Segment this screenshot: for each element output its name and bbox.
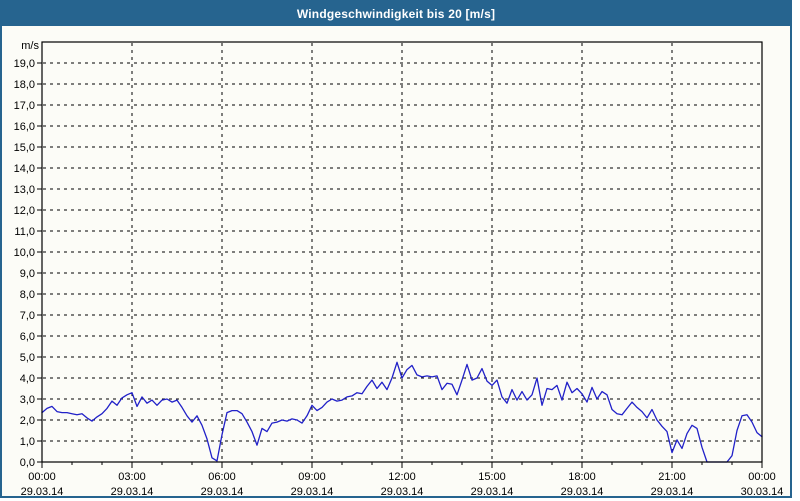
svg-text:29.03.14: 29.03.14 bbox=[651, 486, 694, 496]
svg-text:10,0: 10,0 bbox=[14, 247, 35, 259]
svg-text:17,0: 17,0 bbox=[14, 100, 35, 112]
wind-speed-line bbox=[41, 361, 763, 463]
svg-text:09:00: 09:00 bbox=[298, 471, 326, 483]
horizontal-gridlines bbox=[43, 62, 761, 442]
svg-text:18,0: 18,0 bbox=[14, 79, 35, 91]
y-axis-labels: 0,0 1,0 2,0 3,0 4,0 5,0 6,0 7,0 8,0 9,0 10,0 11,0 12… bbox=[14, 58, 35, 469]
svg-text:m/s: m/s bbox=[21, 40, 39, 52]
svg-text:14,0: 14,0 bbox=[14, 163, 35, 175]
svg-text:11,0: 11,0 bbox=[14, 226, 35, 238]
svg-text:29.03.14: 29.03.14 bbox=[201, 486, 244, 496]
svg-text:13,0: 13,0 bbox=[14, 184, 35, 196]
svg-text:00:00: 00:00 bbox=[28, 471, 56, 483]
svg-text:1,0: 1,0 bbox=[20, 436, 35, 448]
y-axis-ticks bbox=[37, 62, 42, 463]
x-axis-time-labels: 00:00 03:00 06:00 09:00 12:00 15:00 18:00 21:00… bbox=[28, 471, 776, 483]
svg-text:21:00: 21:00 bbox=[658, 471, 686, 483]
svg-text:00:00: 00:00 bbox=[748, 471, 776, 483]
chart-title: Windgeschwindigkeit bis 20 [m/s] bbox=[296, 7, 496, 21]
x-axis-ticks bbox=[41, 462, 763, 468]
svg-text:5,0: 5,0 bbox=[20, 352, 35, 364]
svg-text:0,0: 0,0 bbox=[20, 457, 35, 469]
svg-text:2,0: 2,0 bbox=[20, 415, 35, 427]
x-axis-date-labels: 29.03.14 29.03.14 29.03.14 29.03.14 29.03.14… bbox=[21, 486, 784, 498]
svg-text:15,0: 15,0 bbox=[14, 142, 35, 154]
svg-text:4,0: 4,0 bbox=[20, 373, 35, 385]
svg-text:29.03.14: 29.03.14 bbox=[21, 486, 64, 496]
svg-text:12,0: 12,0 bbox=[14, 205, 35, 217]
svg-text:29.03.14: 29.03.14 bbox=[471, 486, 514, 496]
svg-text:18:00: 18:00 bbox=[568, 471, 596, 483]
svg-text:30.03.14: 30.03.14 bbox=[741, 486, 784, 496]
y-axis-unit-label: m/s bbox=[21, 40, 39, 52]
svg-text:29.03.14: 29.03.14 bbox=[111, 486, 154, 496]
svg-text:9,0: 9,0 bbox=[20, 268, 35, 280]
chart-title-bar: Windgeschwindigkeit bis 20 [m/s] bbox=[2, 2, 790, 26]
svg-text:29.03.14: 29.03.14 bbox=[291, 486, 334, 496]
svg-text:06:00: 06:00 bbox=[208, 471, 236, 483]
plot-border bbox=[41, 41, 763, 463]
svg-text:12:00: 12:00 bbox=[388, 471, 416, 483]
svg-text:3,0: 3,0 bbox=[20, 394, 35, 406]
svg-text:03:00: 03:00 bbox=[118, 471, 146, 483]
svg-text:29.03.14: 29.03.14 bbox=[561, 486, 604, 496]
svg-text:15:00: 15:00 bbox=[478, 471, 506, 483]
svg-text:8,0: 8,0 bbox=[20, 289, 35, 301]
svg-text:29.03.14: 29.03.14 bbox=[381, 486, 424, 496]
svg-text:7,0: 7,0 bbox=[20, 310, 35, 322]
svg-text:6,0: 6,0 bbox=[20, 331, 35, 343]
svg-text:16,0: 16,0 bbox=[14, 121, 35, 133]
wind-speed-chart-svg: 0,0 1,0 2,0 3,0 4,0 5,0 6,0 7,0 8,0 9,0 10,0 11,0 12… bbox=[14, 40, 784, 498]
svg-text:19,0: 19,0 bbox=[14, 58, 35, 70]
wind-speed-chart: 0,0 1,0 2,0 3,0 4,0 5,0 6,0 7,0 8,0 9,0 10,0 11,0 12… bbox=[2, 26, 790, 498]
